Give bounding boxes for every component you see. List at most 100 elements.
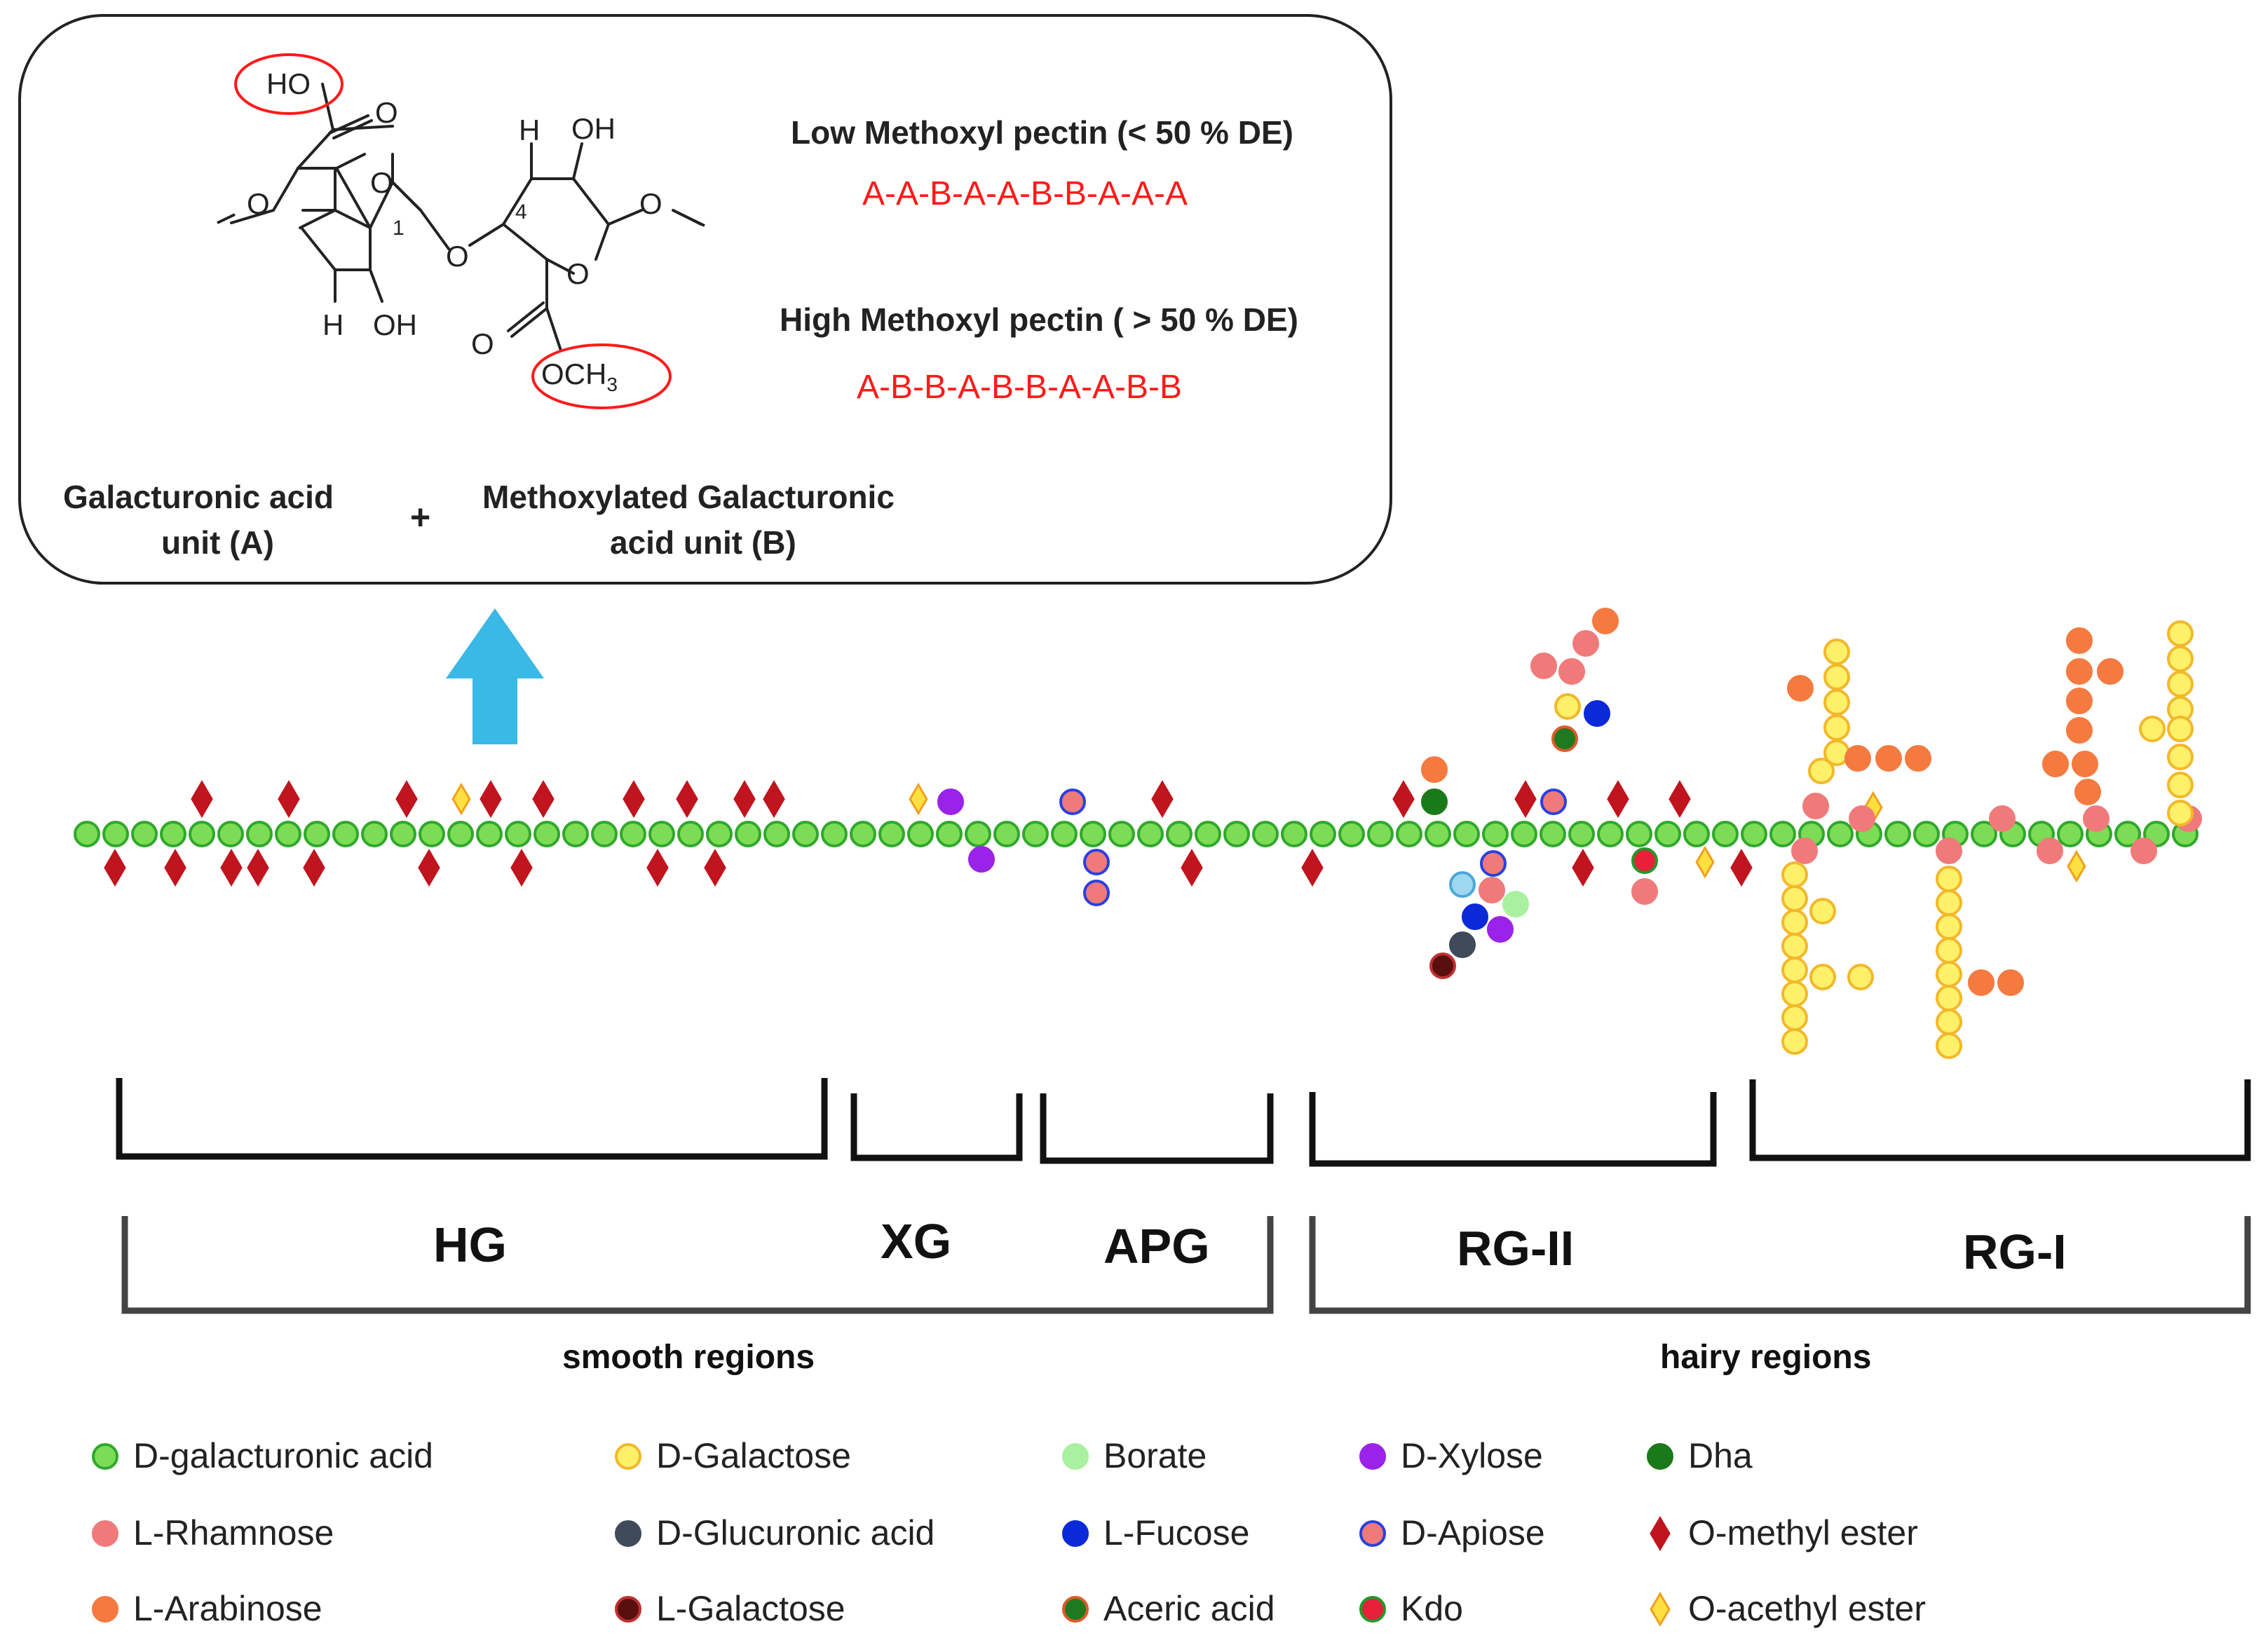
borate-unit [1502, 891, 1529, 917]
galactose-unit [1936, 937, 1962, 964]
circle-icon [92, 1520, 118, 1547]
galacturonic-unit [1827, 821, 1854, 847]
legend-item: D-Apiose [1359, 1513, 1545, 1552]
galacturonic-unit [2114, 821, 2141, 847]
apiose-unit [1480, 850, 1507, 877]
methyl-ester-icon [480, 780, 502, 818]
methyl-ester-icon [763, 780, 785, 818]
xylose-unit [1487, 916, 1514, 943]
o-bridge: O [446, 240, 469, 273]
galactose-unit [1823, 639, 1850, 665]
circle-icon [92, 1596, 118, 1623]
galactose-unit [1808, 758, 1835, 784]
circle-icon [1647, 1443, 1673, 1470]
galacturonic-unit [792, 821, 819, 847]
o-left-chain: O [247, 187, 270, 220]
och3-highlight [531, 343, 672, 409]
galacturonic-unit [735, 821, 761, 847]
legend-item: L-Galactose [615, 1589, 845, 1628]
galacturonic-unit [1741, 821, 1767, 847]
galacturonic-unit [447, 821, 474, 847]
galactose-unit [1781, 957, 1808, 983]
galacturonic-unit [2057, 821, 2084, 847]
galacturonic-unit [1137, 821, 1164, 847]
galacturonic-unit [620, 821, 646, 847]
apiose-unit [1083, 880, 1110, 906]
galacturonic-unit [562, 821, 589, 847]
hairy-regions-label: hairy regions [1660, 1339, 1871, 1376]
legend-label: D-Apiose [1401, 1513, 1545, 1552]
apiose-unit [1059, 789, 1086, 815]
acetyl-ester-icon [909, 782, 928, 816]
galacturonic-unit [275, 821, 301, 847]
circle-icon [615, 1596, 641, 1623]
rhamnose-unit [1791, 838, 1818, 864]
galactose-unit [2167, 620, 2194, 647]
acetyl-ester-icon [1695, 845, 1715, 879]
rhamnose-unit [1558, 658, 1585, 685]
galacturonic-unit [1540, 821, 1566, 847]
oh-top: OH [571, 112, 616, 145]
methyl-ester-icon [646, 849, 669, 887]
apg-upper-bracket [1040, 1093, 1274, 1164]
rhamnose-unit [1530, 653, 1557, 679]
arabinose-unit [1592, 608, 1619, 634]
legend-item: Aceric acid [1062, 1589, 1275, 1628]
decoration-layer [104, 608, 2202, 1059]
arabinose-unit [1875, 745, 1902, 772]
h-bottom: H [322, 308, 344, 341]
region-brackets [116, 1078, 2251, 1167]
num-1: 1 [393, 217, 405, 240]
arabinose-unit [1905, 745, 1931, 772]
region-labels: HG XG APG RG-II RG-I [433, 1214, 2067, 1279]
methyl-ester-icon [1669, 780, 1691, 818]
galactose-unit [2167, 646, 2194, 672]
rg1-label: RG-I [1963, 1224, 2067, 1279]
o-keto-top: O [375, 96, 398, 129]
backbone-layer [74, 821, 2199, 847]
l-galactose-unit [1429, 953, 1456, 979]
galacturonic-unit [1223, 821, 1250, 847]
galactose-unit [1936, 889, 1962, 916]
rhamnose-unit [1479, 877, 1505, 903]
group-brackets [121, 1216, 2251, 1314]
arabinose-unit [2097, 658, 2123, 685]
methyl-ester-icon [1301, 849, 1324, 887]
legend-item: Borate [1062, 1436, 1207, 1475]
dha-unit [1421, 789, 1448, 815]
galacturonic-unit [1051, 821, 1078, 847]
arabinose-unit [2066, 627, 2093, 654]
galactose-unit [1781, 909, 1808, 936]
methyl-ester-icon [303, 849, 325, 887]
num-4: 4 [515, 200, 527, 224]
galactose-unit [1936, 985, 1962, 1011]
low-methoxyl-title: Low Methoxyl pectin (< 50 % DE) [791, 114, 1293, 151]
galactose-unit [2167, 744, 2194, 770]
apiose-unit [1540, 789, 1567, 815]
methyl-ester-icon [1392, 780, 1415, 818]
galacturonic-unit [1568, 821, 1595, 847]
smooth-regions-label: smooth regions [562, 1339, 815, 1376]
unit-b-line2: acid unit (B) [610, 524, 796, 561]
galactose-unit [1781, 885, 1808, 912]
galactose-unit [2167, 671, 2194, 697]
rhamnose-unit [1849, 805, 1875, 832]
arabinose-unit [2066, 717, 2093, 744]
legend-item: D-galacturonic acid [92, 1436, 433, 1475]
o-ester: O [471, 327, 494, 360]
galacturonic-unit [160, 821, 186, 847]
methyl-ester-icon [1514, 780, 1537, 818]
unit-a-line1: Galacturonic acid [63, 479, 334, 515]
rg2-label: RG-II [1457, 1221, 1574, 1276]
hg-label: HG [433, 1217, 507, 1272]
legend-item: Dha [1647, 1436, 1753, 1475]
galacturonic-unit [419, 821, 445, 847]
galacturonic-unit [304, 821, 330, 847]
legend-item: O-acethyl ester [1650, 1589, 1926, 1628]
circle-icon [615, 1520, 641, 1547]
circle-icon [1062, 1443, 1089, 1470]
borate-like-unit [1449, 871, 1476, 898]
galacturonic-unit [763, 821, 790, 847]
galactose-unit [1936, 913, 1962, 940]
circle-icon [1359, 1520, 1386, 1547]
